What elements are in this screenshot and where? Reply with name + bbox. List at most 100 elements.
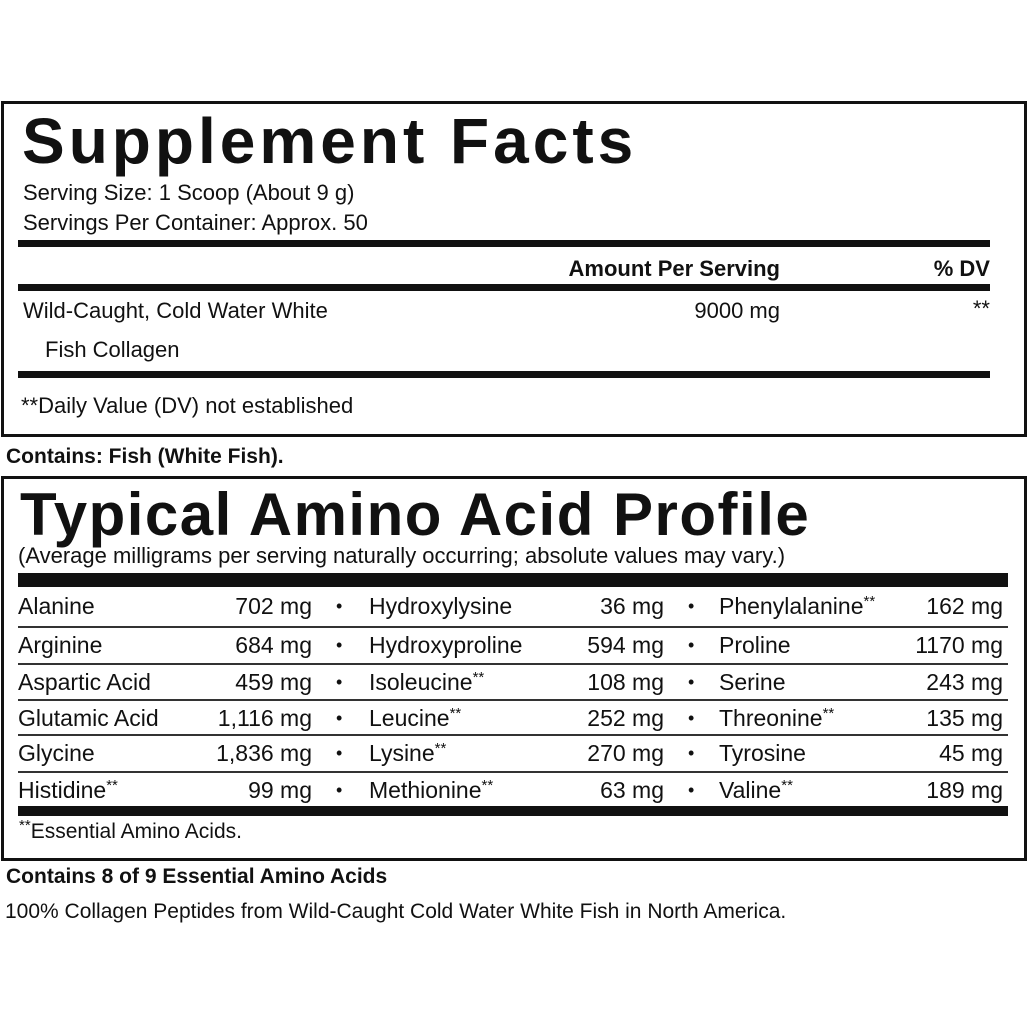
footnote-mark: ** — [19, 817, 31, 834]
bullet-separator: • — [336, 596, 343, 616]
ingredient-name: Wild-Caught, Cold Water White — [23, 298, 328, 323]
supplement-facts-box — [1, 101, 1027, 437]
amino-acid-amount: 36 mg — [600, 593, 664, 619]
amino-name-text: Hydroxylysine — [369, 593, 513, 619]
allergen-statement: Contains: Fish (White Fish). — [6, 445, 284, 468]
serving-size: Serving Size: 1 Scoop (About 9 g) — [23, 180, 355, 205]
amino-acid-name: Valine** — [719, 777, 793, 804]
bullet-separator: • — [688, 635, 695, 655]
divider — [18, 284, 990, 291]
row-divider — [18, 734, 1008, 736]
essential-mark: ** — [434, 740, 447, 757]
bullet-separator: • — [336, 743, 343, 763]
amino-acid-amount: 1,116 mg — [217, 705, 312, 731]
essential-mark: ** — [863, 593, 876, 610]
dv-footnote: **Daily Value (DV) not established — [21, 393, 354, 418]
divider — [18, 371, 990, 378]
essential-mark: ** — [449, 705, 462, 722]
row-divider — [18, 626, 1008, 628]
source-note: 100% Collagen Peptides from Wild-Caught … — [5, 900, 787, 923]
essential-mark: ** — [822, 705, 835, 722]
amino-name-text: Hydroxyproline — [369, 632, 523, 658]
amino-name-text: Threonine — [719, 705, 823, 731]
amino-name-text: Lysine — [369, 740, 435, 766]
row-divider — [18, 771, 1008, 773]
amino-name-text: Methionine — [369, 777, 482, 803]
ingredient-name-cont: Fish Collagen — [45, 337, 180, 362]
amino-acid-name: Leucine** — [369, 705, 461, 732]
amino-acid-amount: 459 mg — [235, 669, 312, 695]
amino-acid-amount: 252 mg — [587, 705, 664, 731]
row-divider — [18, 699, 1008, 701]
amino-acid-amount: 270 mg — [587, 740, 664, 766]
footnote-text: Essential Amino Acids. — [30, 820, 242, 843]
essential-mark: ** — [781, 777, 793, 794]
amino-acid-name: Phenylalanine** — [719, 593, 875, 620]
amino-acid-name: Tyrosine — [719, 740, 806, 767]
bullet-separator: • — [688, 672, 695, 692]
amino-name-text: Isoleucine — [369, 669, 473, 695]
divider — [18, 806, 1008, 816]
amino-name-text: Phenylalanine — [719, 593, 864, 619]
amino-footnote: **Essential Amino Acids. — [19, 817, 242, 844]
amino-name-text: Proline — [719, 632, 791, 658]
amino-name-text: Leucine — [369, 705, 450, 731]
amino-acid-name: Arginine — [18, 632, 102, 659]
bullet-separator: • — [336, 780, 343, 800]
amino-acid-amount: 594 mg — [587, 632, 664, 658]
amino-acid-name: Lysine** — [369, 740, 446, 767]
amino-acid-amount: 702 mg — [235, 593, 312, 619]
amino-acid-amount: 243 mg — [926, 669, 1003, 695]
divider — [18, 573, 1008, 587]
bullet-separator: • — [336, 672, 343, 692]
bullet-separator: • — [688, 596, 695, 616]
amount-header: Amount Per Serving — [568, 256, 780, 281]
essential-mark: ** — [472, 669, 485, 686]
amino-acid-name: Glutamic Acid — [18, 705, 159, 732]
amino-acid-amount: 63 mg — [600, 777, 664, 803]
dv-header: % DV — [933, 256, 990, 281]
bullet-separator: • — [336, 708, 343, 728]
amino-profile-box — [1, 476, 1027, 861]
amino-acid-name: Histidine** — [18, 777, 118, 804]
amino-acid-amount: 45 mg — [939, 740, 1003, 766]
bullet-separator: • — [688, 708, 695, 728]
essential-note: Contains 8 of 9 Essential Amino Acids — [6, 865, 388, 888]
amino-name-text: Glutamic Acid — [18, 705, 159, 731]
amino-acid-amount: 108 mg — [587, 669, 664, 695]
bullet-separator: • — [688, 743, 695, 763]
ingredient-amount: 9000 mg — [694, 298, 780, 323]
amino-acid-name: Aspartic Acid — [18, 669, 151, 696]
ingredient-dv: ** — [972, 296, 990, 321]
amino-acid-name: Threonine** — [719, 705, 834, 732]
amino-profile-subtitle: (Average milligrams per serving naturall… — [18, 543, 786, 568]
amino-acid-amount: 99 mg — [248, 777, 312, 803]
amino-acid-name: Methionine** — [369, 777, 493, 804]
essential-mark: ** — [106, 777, 118, 794]
supplement-facts-title: Supplement Facts — [22, 105, 638, 177]
amino-profile-title: Typical Amino Acid Profile — [20, 481, 811, 548]
amino-name-text: Arginine — [18, 632, 103, 658]
amino-acid-name: Glycine — [18, 740, 95, 767]
bullet-separator: • — [336, 635, 343, 655]
amino-name-text: Serine — [719, 669, 786, 695]
amino-name-text: Aspartic Acid — [18, 669, 151, 695]
amino-name-text: Valine — [719, 777, 782, 803]
divider — [18, 240, 990, 247]
amino-acid-name: Isoleucine** — [369, 669, 484, 696]
amino-acid-name: Hydroxylysine — [369, 593, 512, 620]
amino-acid-amount: 189 mg — [926, 777, 1003, 803]
amino-acid-amount: 1,836 mg — [216, 740, 312, 766]
amino-acid-amount: 684 mg — [235, 632, 312, 658]
amino-acid-name: Serine — [719, 669, 785, 696]
amino-acid-name: Alanine — [18, 593, 95, 620]
essential-mark: ** — [481, 777, 494, 794]
bullet-separator: • — [688, 780, 695, 800]
amino-name-text: Glycine — [18, 740, 95, 766]
amino-acid-name: Hydroxyproline — [369, 632, 522, 659]
amino-acid-name: Proline — [719, 632, 791, 659]
amino-acid-amount: 1170 mg — [915, 632, 1003, 658]
amino-acid-amount: 135 mg — [926, 705, 1003, 731]
amino-name-text: Histidine — [18, 777, 107, 803]
